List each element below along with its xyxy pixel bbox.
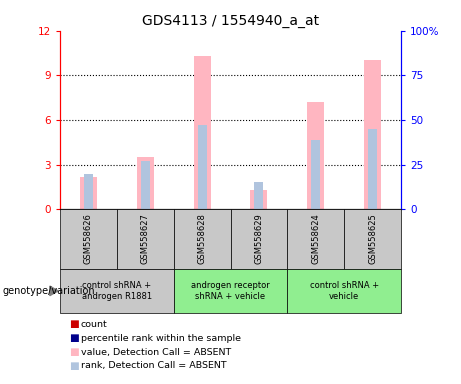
Text: count: count	[81, 320, 107, 329]
Bar	[307, 102, 324, 209]
Text: percentile rank within the sample: percentile rank within the sample	[81, 334, 241, 343]
Text: rank, Detection Call = ABSENT: rank, Detection Call = ABSENT	[81, 361, 226, 371]
Text: control shRNA +
androgen R1881: control shRNA + androgen R1881	[82, 281, 152, 301]
Title: GDS4113 / 1554940_a_at: GDS4113 / 1554940_a_at	[142, 14, 319, 28]
Bar	[136, 157, 154, 209]
Bar	[197, 125, 207, 209]
Text: GSM558627: GSM558627	[141, 214, 150, 265]
Bar	[254, 182, 264, 209]
Bar	[311, 140, 320, 209]
Bar	[364, 61, 381, 209]
Text: ■: ■	[69, 333, 79, 343]
Text: GSM558624: GSM558624	[311, 214, 320, 265]
Bar	[84, 174, 93, 209]
Text: ■: ■	[69, 361, 79, 371]
Text: ■: ■	[69, 347, 79, 357]
Text: genotype/variation: genotype/variation	[2, 286, 95, 296]
Text: GSM558628: GSM558628	[198, 214, 207, 265]
Bar	[250, 190, 267, 209]
Bar	[194, 56, 211, 209]
Text: GSM558626: GSM558626	[84, 214, 93, 265]
Text: control shRNA +
vehicle: control shRNA + vehicle	[310, 281, 379, 301]
Text: GSM558625: GSM558625	[368, 214, 377, 265]
Text: androgen receptor
shRNA + vehicle: androgen receptor shRNA + vehicle	[191, 281, 270, 301]
Bar	[368, 129, 377, 209]
Bar	[141, 161, 150, 209]
Text: value, Detection Call = ABSENT: value, Detection Call = ABSENT	[81, 348, 231, 357]
Polygon shape	[50, 286, 58, 296]
Text: ■: ■	[69, 319, 79, 329]
Text: GSM558629: GSM558629	[254, 214, 263, 265]
Bar	[80, 177, 97, 209]
